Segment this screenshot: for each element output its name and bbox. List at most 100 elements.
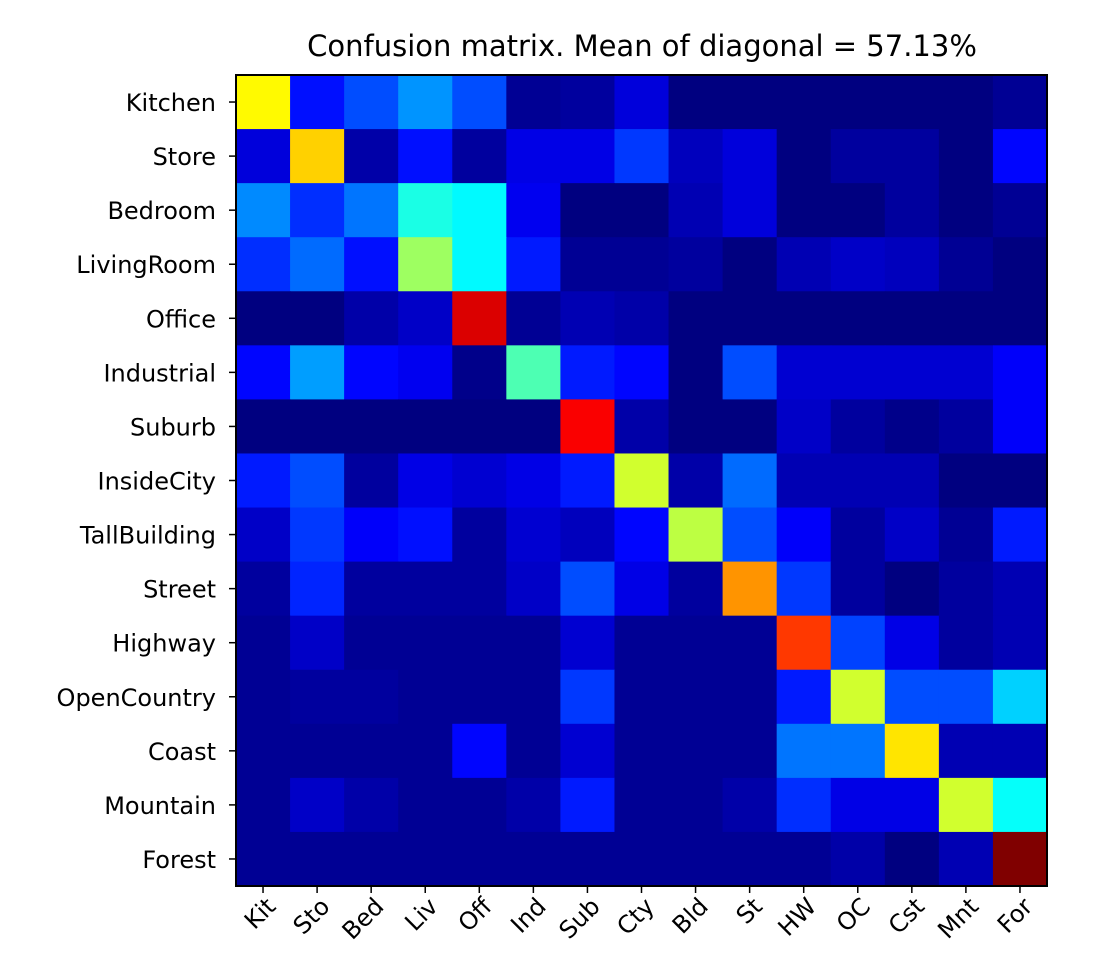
heatmap-cell-Store-Ind (506, 129, 561, 184)
heatmap-cell-Coast-Mnt (938, 723, 994, 779)
heatmap-cell-Industrial-St (722, 345, 778, 400)
heatmap-cell-LivingRoom-Cst (884, 237, 940, 292)
heatmap-cell-Kitchen-Sub (560, 75, 616, 130)
heatmap-cell-Forest-Off (452, 831, 507, 887)
heatmap-cell-OpenCountry-Sto (290, 669, 345, 725)
heatmap-cell-LivingRoom-Bld (668, 237, 724, 292)
heatmap-cell-Coast-HW (776, 723, 832, 779)
y-tick-label: Street (143, 576, 216, 604)
heatmap-cell-Bedroom-HW (776, 183, 832, 238)
heatmap-cell-InsideCity-Cty (614, 453, 670, 509)
heatmap-cell-InsideCity-Sto (290, 453, 345, 509)
heatmap-cell-LivingRoom-Cty (614, 237, 670, 292)
heatmap-cell-Mountain-Ind (506, 777, 561, 833)
heatmap-cell-Forest-Sto (290, 831, 345, 887)
heatmap-cell-Forest-Liv (398, 831, 453, 887)
heatmap-cell-OpenCountry-For (992, 669, 1048, 725)
heatmap-cell-Industrial-OC (830, 345, 886, 400)
heatmap-cell-InsideCity-Sub (560, 453, 616, 509)
heatmap-cell-Forest-Bed (344, 831, 399, 887)
heatmap-cell-Industrial-Cty (614, 345, 670, 400)
y-tick-label: Office (146, 305, 216, 333)
heatmap-cell-InsideCity-HW (776, 453, 832, 509)
heatmap-cell-Bedroom-Mnt (938, 183, 994, 238)
heatmap-cell-TallBuilding-Bld (668, 507, 724, 563)
heatmap-cell-Industrial-Bed (344, 345, 399, 400)
heatmap-cell-Bedroom-Kit (236, 183, 291, 238)
heatmap-cell-Coast-Off (452, 723, 507, 779)
heatmap-cell-Office-Sub (560, 291, 616, 346)
heatmap-cell-Highway-Ind (506, 615, 561, 671)
heatmap-cell-Office-Kit (236, 291, 291, 346)
heatmap-cell-Office-OC (830, 291, 886, 346)
heatmap-cell-Coast-Bed (344, 723, 399, 779)
heatmap-cell-Mountain-Sub (560, 777, 616, 833)
heatmap-cell-Coast-Liv (398, 723, 453, 779)
heatmap-cell-Highway-Kit (236, 615, 291, 671)
x-tick-label: Kit (239, 892, 281, 934)
y-tick-label: Forest (142, 846, 216, 874)
heatmap-cell-Coast-St (722, 723, 778, 779)
heatmap-cell-Office-Bed (344, 291, 399, 346)
heatmap-cell-LivingRoom-St (722, 237, 778, 292)
heatmap-cell-Coast-Bld (668, 723, 724, 779)
x-tick-label: Bld (667, 892, 714, 939)
heatmap-cell-Mountain-OC (830, 777, 886, 833)
x-tick-label: Sto (288, 892, 336, 940)
heatmap-cell-Store-Liv (398, 129, 453, 184)
heatmap-cell-OpenCountry-Bed (344, 669, 399, 725)
plot-frame (235, 74, 1048, 887)
heatmap-cell-Forest-Cst (884, 831, 940, 887)
heatmap-cell-LivingRoom-Sub (560, 237, 616, 292)
heatmap-cell-Suburb-Mnt (938, 399, 994, 455)
y-tick-label: Bedroom (107, 197, 216, 225)
heatmap-cell-Kitchen-HW (776, 75, 832, 130)
heatmap-cell-Forest-Sub (560, 831, 616, 887)
heatmap-cell-Office-Ind (506, 291, 561, 346)
heatmap-cell-Street-Bld (668, 561, 724, 617)
heatmap-cell-Highway-Cty (614, 615, 670, 671)
heatmap-cell-Store-Sto (290, 129, 345, 184)
heatmap-cell-TallBuilding-For (992, 507, 1048, 563)
heatmap-cell-Forest-Cty (614, 831, 670, 887)
heatmap-cell-TallBuilding-Cty (614, 507, 670, 563)
heatmap-cell-OpenCountry-Liv (398, 669, 453, 725)
heatmap-cell-Store-Sub (560, 129, 616, 184)
heatmap-cell-Forest-HW (776, 831, 832, 887)
heatmap-cell-LivingRoom-Off (452, 237, 507, 292)
heatmap-cell-Suburb-Bld (668, 399, 724, 455)
heatmap-cell-Coast-Sub (560, 723, 616, 779)
heatmap-cell-Suburb-Cst (884, 399, 940, 455)
heatmap-cell-Coast-Kit (236, 723, 291, 779)
heatmap-cell-Industrial-Cst (884, 345, 940, 400)
heatmap-cell-TallBuilding-Cst (884, 507, 940, 563)
heatmap-cell-Bedroom-Cty (614, 183, 670, 238)
x-tick-label: Mnt (932, 892, 984, 944)
heatmap-cell-Suburb-HW (776, 399, 832, 455)
heatmap-cell-LivingRoom-Kit (236, 237, 291, 292)
heatmap-cell-Street-Cst (884, 561, 940, 617)
heatmap-cell-OpenCountry-Cst (884, 669, 940, 725)
heatmap-cell-TallBuilding-Kit (236, 507, 291, 563)
heatmap-cell-Office-For (992, 291, 1048, 346)
heatmap-cell-Highway-Sto (290, 615, 345, 671)
heatmap-cell-Street-Cty (614, 561, 670, 617)
y-tick-label: Coast (148, 738, 216, 766)
heatmap-cell-Mountain-For (992, 777, 1048, 833)
heatmap-cell-InsideCity-Mnt (938, 453, 994, 509)
y-tick-label: OpenCountry (57, 684, 216, 712)
heatmap-cell-Mountain-Cst (884, 777, 940, 833)
heatmap-cell-OpenCountry-Sub (560, 669, 616, 725)
x-tick-label: St (731, 892, 768, 929)
heatmap-cell-Suburb-Ind (506, 399, 561, 455)
heatmap-cell-Office-St (722, 291, 778, 346)
heatmap-cell-TallBuilding-Off (452, 507, 507, 563)
heatmap-cell-Kitchen-For (992, 75, 1048, 130)
heatmap-cell-Kitchen-Mnt (938, 75, 994, 130)
heatmap-cell-Office-Off (452, 291, 507, 346)
heatmap-cell-Street-Ind (506, 561, 561, 617)
heatmap-cell-Industrial-Ind (506, 345, 561, 400)
heatmap-cell-Mountain-Bed (344, 777, 399, 833)
heatmap-cell-Store-Cty (614, 129, 670, 184)
